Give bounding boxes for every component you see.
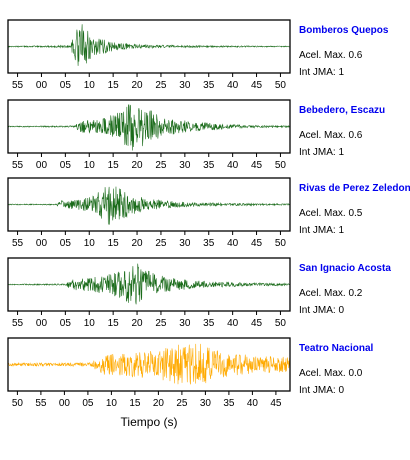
seismogram-panel: 50 55 00 05 10 15 20 25 30 35 40 45 Teatro Nacional A… — [7, 337, 373, 409]
x-tick-label: 30 — [179, 238, 191, 249]
x-tick-label: 00 — [36, 80, 48, 91]
max-acceleration: Acel. Max. 0.0 — [299, 368, 363, 379]
station-name: Rivas de Perez Zeledon — [299, 183, 410, 194]
x-tick-label: 10 — [84, 318, 96, 329]
jma-intensity: Int JMA: 0 — [299, 385, 344, 396]
x-tick-label: 15 — [129, 398, 141, 409]
x-tick-label: 40 — [227, 160, 239, 171]
x-tick-label: 30 — [200, 398, 212, 409]
x-tick-label: 25 — [176, 398, 188, 409]
x-tick-label: 40 — [227, 318, 239, 329]
waveform-trace — [7, 343, 291, 385]
x-tick-label: 25 — [155, 238, 167, 249]
x-tick-label: 15 — [108, 160, 120, 171]
x-tick-label: 30 — [179, 318, 191, 329]
x-tick-label: 40 — [227, 238, 239, 249]
jma-intensity: Int JMA: 1 — [299, 225, 344, 236]
x-tick-label: 25 — [155, 160, 167, 171]
x-tick-label: 25 — [155, 80, 167, 91]
seismogram-panels: 55 00 05 10 15 20 25 30 35 40 45 50 Bomberos Quepos A… — [7, 19, 410, 409]
waveform-trace — [7, 104, 291, 151]
x-tick-label: 25 — [155, 318, 167, 329]
panel-frame — [7, 177, 291, 232]
x-axis-label: Tiempo (s) — [121, 415, 178, 429]
x-tick-label: 45 — [270, 398, 282, 409]
x-tick-label: 20 — [153, 398, 165, 409]
max-acceleration: Acel. Max. 0.5 — [299, 208, 363, 219]
x-tick-label: 10 — [106, 398, 118, 409]
x-tick-label: 05 — [60, 160, 72, 171]
x-tick-label: 55 — [35, 398, 47, 409]
x-tick-label: 35 — [203, 80, 215, 91]
x-tick-label: 20 — [131, 238, 143, 249]
x-tick-label: 45 — [251, 80, 263, 91]
x-tick-label: 45 — [251, 318, 263, 329]
station-name: San Ignacio Acosta — [299, 263, 391, 274]
x-tick-label: 00 — [36, 238, 48, 249]
x-tick-label: 50 — [275, 160, 287, 171]
x-tick-label: 55 — [12, 318, 24, 329]
x-tick-label: 20 — [131, 80, 143, 91]
x-tick-label: 00 — [36, 160, 48, 171]
jma-intensity: Int JMA: 1 — [299, 147, 344, 158]
jma-intensity: Int JMA: 0 — [299, 305, 344, 316]
x-tick-label: 10 — [84, 80, 96, 91]
x-tick-label: 55 — [12, 238, 24, 249]
x-tick-label: 20 — [131, 318, 143, 329]
x-tick-label: 55 — [12, 160, 24, 171]
x-tick-label: 35 — [203, 238, 215, 249]
panel-frame — [7, 257, 291, 312]
x-tick-label: 15 — [108, 318, 120, 329]
max-acceleration: Acel. Max. 0.2 — [299, 288, 363, 299]
seismogram-panel: 55 00 05 10 15 20 25 30 35 40 45 50 San Ignacio Acos… — [7, 257, 391, 329]
seismogram-panel: 55 00 05 10 15 20 25 30 35 40 45 50 Bomberos Quepos A… — [7, 19, 389, 91]
x-tick-label: 20 — [131, 160, 143, 171]
x-tick-label: 00 — [59, 398, 71, 409]
x-tick-label: 50 — [275, 238, 287, 249]
x-tick-label: 30 — [179, 160, 191, 171]
x-tick-label: 05 — [60, 318, 72, 329]
x-tick-label: 35 — [223, 398, 235, 409]
station-name: Bomberos Quepos — [299, 25, 389, 36]
waveform-trace — [7, 263, 291, 305]
seismogram-panel: 55 00 05 10 15 20 25 30 35 40 45 50 Rivas de Perez Z… — [7, 177, 410, 249]
seismogram-panel: 55 00 05 10 15 20 25 30 35 40 45 50 Bebedero, Escazu… — [7, 99, 385, 171]
x-tick-label: 45 — [251, 160, 263, 171]
station-name: Bebedero, Escazu — [299, 105, 385, 116]
x-tick-label: 50 — [275, 318, 287, 329]
x-tick-label: 55 — [12, 80, 24, 91]
x-tick-label: 10 — [84, 238, 96, 249]
x-tick-label: 45 — [251, 238, 263, 249]
x-tick-label: 35 — [203, 160, 215, 171]
x-tick-label: 40 — [247, 398, 259, 409]
x-tick-label: 10 — [84, 160, 96, 171]
panel-frame — [7, 19, 291, 74]
x-tick-label: 00 — [36, 318, 48, 329]
panel-frame — [7, 99, 291, 154]
station-name: Teatro Nacional — [299, 343, 373, 354]
waveform-trace — [7, 186, 291, 225]
max-acceleration: Acel. Max. 0.6 — [299, 130, 363, 141]
x-tick-label: 40 — [227, 80, 239, 91]
x-tick-label: 35 — [203, 318, 215, 329]
max-acceleration: Acel. Max. 0.6 — [299, 50, 363, 61]
x-tick-label: 15 — [108, 80, 120, 91]
x-tick-label: 05 — [82, 398, 94, 409]
x-tick-label: 50 — [275, 80, 287, 91]
x-tick-label: 05 — [60, 238, 72, 249]
x-tick-label: 15 — [108, 238, 120, 249]
panel-frame — [7, 337, 291, 392]
x-tick-label: 05 — [60, 80, 72, 91]
x-tick-label: 50 — [12, 398, 24, 409]
jma-intensity: Int JMA: 1 — [299, 67, 344, 78]
waveform-trace — [7, 24, 291, 66]
x-tick-label: 30 — [179, 80, 191, 91]
